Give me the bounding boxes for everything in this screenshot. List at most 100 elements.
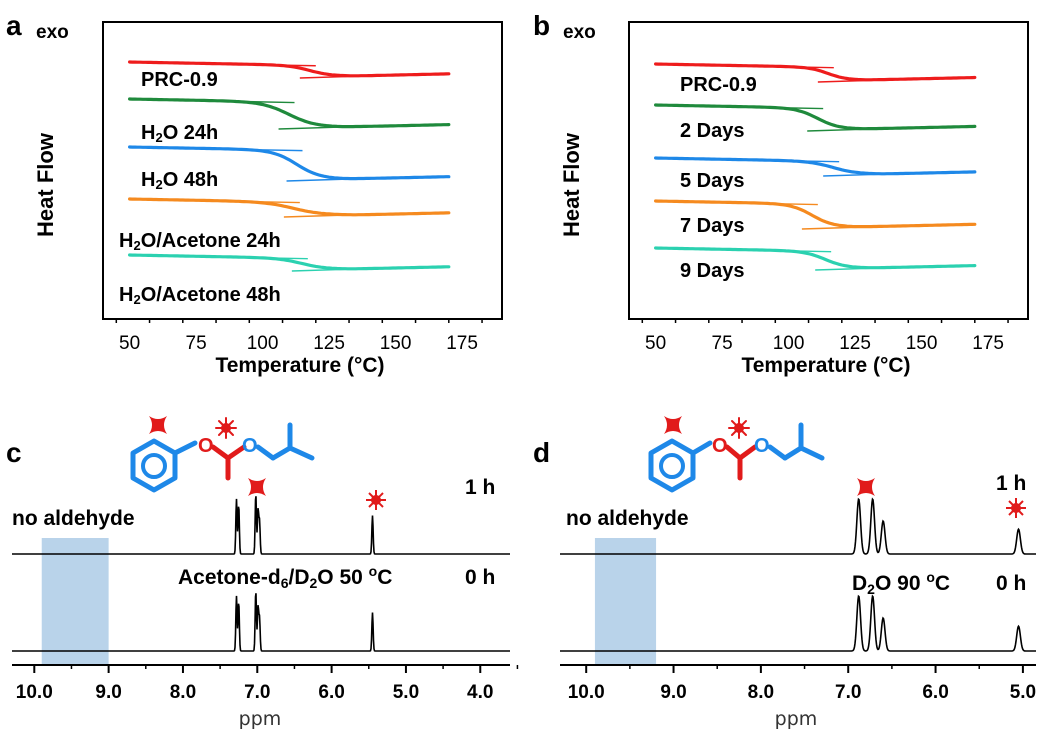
tangent-line: [228, 256, 308, 260]
panel-b-legend-prc: PRC-0.9: [680, 74, 757, 96]
nmr-spectrum: [12, 496, 510, 555]
nmr-spectrum: [560, 497, 1036, 555]
x-tick-label: 50: [119, 333, 140, 354]
panel-a-xlabel: Temperature (°C): [215, 354, 384, 377]
tangent-line: [754, 65, 834, 69]
dsc-curve: [128, 145, 451, 181]
panel-d-xaxis: 10.0 9.0 8.0 7.0 6.0 5.0: [560, 664, 1036, 703]
tangent-line: [807, 127, 904, 132]
panel-d-no-aldehyde: no aldehyde: [566, 507, 689, 530]
x-tick-label: 100: [247, 333, 279, 354]
x-tick-label: 7.0: [244, 682, 270, 703]
tangent-line: [751, 249, 832, 253]
panel-c-bottom-time: 0 h: [465, 566, 495, 589]
panel-d-spectra: [560, 497, 1036, 652]
dsc-curve: [128, 253, 451, 271]
tangent-line: [222, 148, 303, 152]
x-tick-label: 6.0: [318, 682, 344, 703]
star-marker-icon: [248, 478, 266, 496]
burst-marker-icon: [215, 417, 237, 439]
dsc-curve: [654, 156, 977, 176]
panel-a-legend-h2oacetone24: H2O/Acetone 24h: [119, 230, 281, 253]
x-tick-label: 9.0: [660, 682, 686, 703]
x-tick-label: 8.0: [170, 682, 196, 703]
svg-text:O: O: [754, 435, 770, 457]
panel-a: a exo Heat Flow 50 75 100 125 150 175 Tempera…: [6, 10, 503, 377]
panel-c-top-label: 1 h: [465, 476, 495, 499]
panel-b-legend-9days: 9 Days: [680, 260, 745, 282]
panel-c-xlabel: ppm: [239, 708, 282, 730]
panel-d-xlabel: ppm: [775, 708, 818, 730]
panel-a-exo: exo: [36, 22, 69, 43]
panel-c-spectra: [12, 496, 510, 652]
panel-c-letter: c: [6, 437, 22, 468]
panel-c: c O O 1 h no aldehyde Acetone-d6/D2O 50 …: [6, 416, 519, 730]
tangent-line: [815, 266, 911, 271]
dsc-curve: [654, 62, 977, 82]
x-tick-label: 7.0: [835, 682, 861, 703]
dsc-curve: [654, 246, 977, 270]
panel-a-frame: [102, 21, 503, 320]
panel-c-bottom-label: Acetone-d6/D2O 50 oC: [178, 563, 392, 591]
tangent-line: [801, 225, 898, 230]
panel-a-legend-h2o48: H2O 48h: [141, 169, 218, 192]
panel-d-shaded-region: [594, 538, 657, 665]
tangent-line: [235, 63, 316, 67]
panel-b-curves: [654, 62, 977, 271]
panel-d-letter: d: [533, 437, 550, 468]
x-tick-label: 125: [313, 333, 345, 354]
nmr-spectrum: [12, 593, 510, 652]
x-tick-label: 175: [446, 333, 478, 354]
panel-b-ylabel: Heat Flow: [559, 132, 584, 237]
x-tick-label: 10.0: [568, 682, 605, 703]
x-tick-label: 100: [773, 333, 805, 354]
star-marker-icon: [149, 416, 167, 434]
tangent-line: [299, 74, 396, 79]
panel-a-legend-h2oacetone48: H2O/Acetone 48h: [119, 284, 281, 307]
panel-a-ylabel: Heat Flow: [33, 132, 58, 237]
panel-d-bottom-label: D2O 90 oC: [852, 569, 950, 597]
panel-b-letter: b: [533, 10, 550, 41]
x-tick-label: 5.0: [393, 682, 419, 703]
panel-a-legend-prc: PRC-0.9: [141, 69, 218, 91]
star-marker-icon: [857, 478, 875, 496]
burst-marker-icon: [728, 417, 750, 439]
svg-text:O: O: [198, 435, 214, 457]
x-tick-label: 75: [712, 333, 733, 354]
panel-d-bottom-time: 0 h: [996, 572, 1026, 595]
dsc-curve: [654, 199, 977, 229]
x-tick-label: 125: [839, 333, 871, 354]
panel-d-top-label: 1 h: [996, 472, 1026, 495]
svg-text:O: O: [712, 435, 728, 457]
svg-text:O: O: [242, 435, 258, 457]
star-marker-icon: [664, 416, 682, 434]
molecule-structure-c: O O: [130, 416, 315, 493]
x-tick-label: 5.0: [1010, 682, 1036, 703]
x-tick-label: 150: [906, 333, 938, 354]
x-tick-label: 150: [380, 333, 412, 354]
dsc-curve: [128, 97, 451, 129]
x-tick-label: 6.0: [922, 682, 948, 703]
x-tick-label: 50: [645, 333, 666, 354]
x-tick-label: 75: [186, 333, 207, 354]
tangent-line: [291, 267, 388, 272]
burst-marker-icon: [1006, 498, 1026, 518]
panel-c-xaxis: 10.0 9.0 8.0 7.0 6.0 5.0 4.0: [12, 664, 519, 703]
tangent-line: [823, 172, 919, 177]
panel-b-exo: exo: [563, 22, 596, 43]
tangent-line: [286, 177, 383, 182]
panel-b-xlabel: Temperature (°C): [741, 354, 910, 377]
panel-b-legend-2days: 2 Days: [680, 120, 745, 142]
tangent-line: [214, 100, 295, 104]
panel-b: b exo Heat Flow 50 75 100 125 150 175 Tempera…: [533, 10, 1029, 377]
nmr-spectrum: [560, 594, 1036, 652]
panel-b-legend-5days: 5 Days: [680, 170, 745, 192]
tangent-line: [738, 202, 818, 206]
x-tick-label: 8.0: [748, 682, 774, 703]
panel-b-legend-7days: 7 Days: [680, 215, 745, 237]
molecule-structure-d: O O: [648, 416, 825, 493]
x-tick-label: 175: [972, 333, 1004, 354]
burst-marker-icon: [366, 490, 386, 510]
dsc-curve: [128, 197, 451, 217]
